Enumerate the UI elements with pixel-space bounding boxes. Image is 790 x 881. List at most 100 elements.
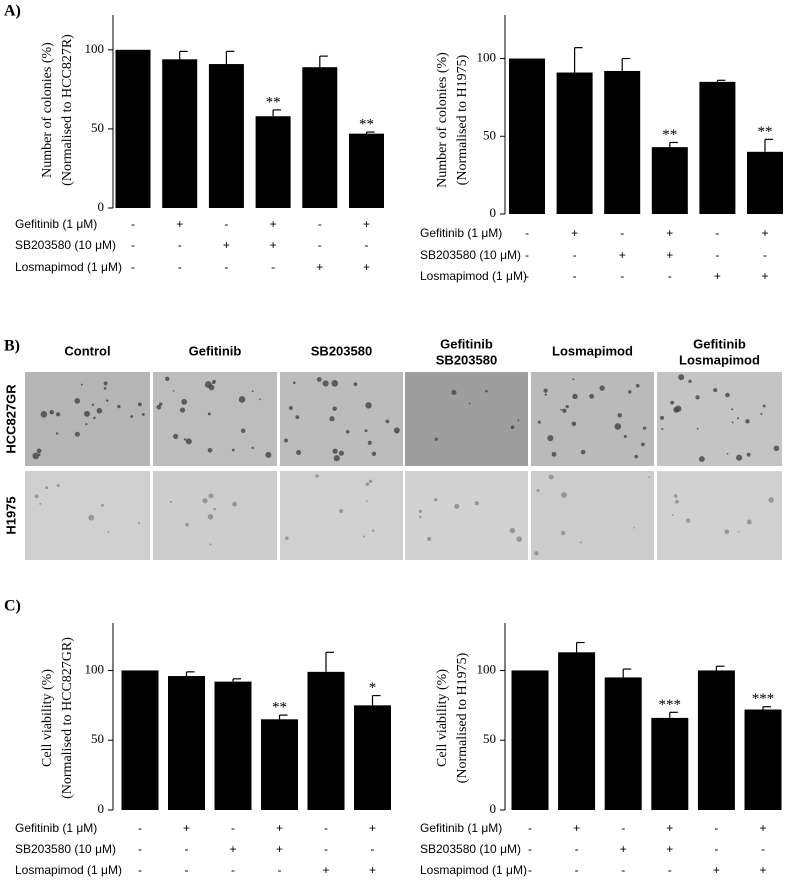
treatment-label: Losmapimod (1 μM) xyxy=(420,269,527,283)
colony-image xyxy=(657,471,782,560)
colony-dot xyxy=(548,474,554,480)
bar xyxy=(511,670,549,810)
significance-label: ** xyxy=(758,124,773,140)
treatment-sign: + xyxy=(363,260,370,274)
colony-dot xyxy=(185,438,192,445)
colony-dot xyxy=(338,450,344,456)
colony-dot xyxy=(138,521,141,525)
colony-dot xyxy=(768,497,774,503)
colony-dot xyxy=(678,374,685,381)
treatment-sign: + xyxy=(761,269,768,283)
colony-dot xyxy=(333,455,340,462)
colony-dot xyxy=(675,499,679,504)
colony-dot xyxy=(673,494,678,498)
colony-dot xyxy=(599,385,605,391)
colony-dot xyxy=(385,419,390,424)
treatment-label: Losmapimod (1 μM) xyxy=(420,863,527,877)
treatment-sign: - xyxy=(763,248,767,262)
treatment-label: SB203580 (10 μM) xyxy=(15,238,116,252)
treatment-sign: + xyxy=(270,238,277,252)
colony-dot xyxy=(675,405,682,412)
colony-dot xyxy=(74,431,80,437)
y-tick-label: 100 xyxy=(85,41,105,56)
treatment-sign: + xyxy=(223,238,230,252)
bar xyxy=(697,670,735,810)
colony-dot xyxy=(169,500,172,503)
colony-dot xyxy=(288,405,293,411)
colony-dot xyxy=(579,541,582,544)
colony-dot xyxy=(364,429,368,433)
treatment-sign: - xyxy=(621,863,625,877)
bar xyxy=(214,681,252,810)
y-tick-label: 0 xyxy=(490,205,497,220)
colony-dot xyxy=(365,402,372,409)
treatment-sign: - xyxy=(185,863,189,877)
colony-image xyxy=(25,372,150,466)
colony-dot xyxy=(213,507,216,511)
colony-dot xyxy=(117,404,121,409)
treatment-sign: - xyxy=(178,260,182,274)
colony-dot xyxy=(634,454,639,459)
colony-dot xyxy=(724,529,730,535)
colony-dot xyxy=(537,420,541,424)
colony-dot xyxy=(88,514,95,521)
y-tick-label: 0 xyxy=(490,801,497,816)
colony-dot xyxy=(32,452,40,460)
colony-dot xyxy=(510,425,515,430)
colony-dot xyxy=(315,474,319,478)
error-bar xyxy=(179,50,188,60)
colony-dot xyxy=(103,381,108,386)
error-bar xyxy=(669,141,678,148)
treatment-sign: + xyxy=(759,821,766,835)
colony-dot xyxy=(332,448,338,454)
colony-dot xyxy=(345,429,350,434)
colony-dot xyxy=(366,500,368,503)
colony-dot xyxy=(231,448,235,452)
treatment-sign: - xyxy=(528,842,532,856)
colony-dot xyxy=(39,502,42,505)
treatment-sign: - xyxy=(365,238,369,252)
treatment-sign: + xyxy=(316,260,323,274)
treatment-sign: - xyxy=(575,863,579,877)
colony-dot xyxy=(332,406,337,411)
treatment-sign: - xyxy=(178,238,182,252)
colony-dot xyxy=(647,476,650,478)
bar xyxy=(168,676,205,810)
significance-label: ** xyxy=(266,94,281,110)
treatment-label: Losmapimod (1 μM) xyxy=(15,260,122,274)
colony-dot xyxy=(393,427,400,434)
column-header: SB203580 xyxy=(311,343,372,358)
colony-dot xyxy=(207,447,213,453)
colony-dot xyxy=(565,404,569,409)
treatment-sign: + xyxy=(369,821,376,835)
treatment-label: Gefitinib (1 μM) xyxy=(15,217,97,231)
colony-dot xyxy=(368,479,373,483)
error-bar xyxy=(325,651,334,672)
colony-dot xyxy=(671,514,674,516)
treatment-sign: - xyxy=(714,821,718,835)
colony-dot xyxy=(56,484,60,488)
treatment-sign: - xyxy=(525,248,529,262)
error-bar xyxy=(575,641,585,653)
treatment-sign: - xyxy=(138,821,142,835)
error-bar xyxy=(669,711,678,718)
treatment-sign: - xyxy=(324,821,328,835)
colony-dot xyxy=(165,376,170,381)
treatment-label: Losmapimod (1 μM) xyxy=(15,863,122,877)
error-bar xyxy=(715,665,725,671)
treatment-sign: - xyxy=(573,248,577,262)
y-tick-label: 0 xyxy=(98,801,105,816)
colony-image xyxy=(280,471,403,560)
colony-image xyxy=(405,372,528,466)
colony-dot xyxy=(339,508,344,514)
treatment-sign: + xyxy=(759,863,766,877)
colony-dot xyxy=(172,433,179,440)
colony-dot xyxy=(208,384,215,391)
treatment-sign: + xyxy=(276,821,283,835)
colony-dot xyxy=(762,404,766,408)
treatment-sign: - xyxy=(138,863,142,877)
colony-dot xyxy=(137,402,142,407)
colony-dot xyxy=(172,390,175,392)
bar xyxy=(556,72,593,214)
colony-dot xyxy=(316,377,322,382)
